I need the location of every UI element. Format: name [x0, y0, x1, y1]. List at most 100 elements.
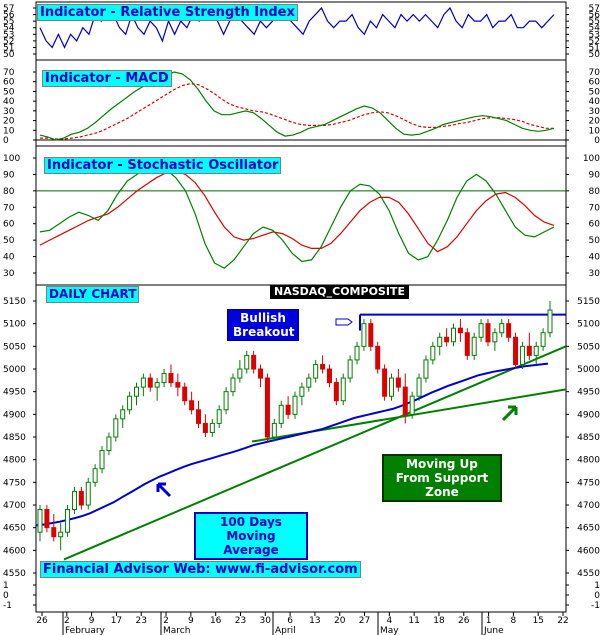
price-tick-label: 5050 [3, 342, 26, 352]
stochastic-d-line [39, 170, 555, 253]
rsi-line [39, 6, 555, 49]
annotations [156, 318, 518, 498]
candle-body [182, 386, 188, 402]
x-tick-label: 8 [511, 616, 517, 626]
candle-body [333, 382, 339, 402]
candle-body [189, 400, 195, 411]
month-label: February [65, 626, 106, 635]
macd-line [39, 71, 555, 141]
macd-tick-label: 50 [3, 87, 15, 97]
rsi-tick-label: 51 [3, 43, 14, 53]
stoch-tick-label: 30 [589, 269, 601, 279]
price-tick-label: 4600 [577, 546, 600, 556]
stoch-tick-label: 80 [589, 187, 601, 197]
x-tick-label: 11 [408, 616, 419, 626]
candle-body [547, 309, 553, 334]
candle-body [92, 468, 98, 483]
macd-tick-label: 40 [589, 97, 601, 107]
price-panel [35, 301, 567, 561]
rsi-tick-label: 52 [3, 37, 14, 47]
month-label: June [483, 626, 504, 635]
macd-title: Indicator - MACD [42, 70, 172, 87]
candle-body [154, 382, 160, 388]
candle-body [258, 368, 264, 379]
candle-body [340, 377, 346, 402]
price-tick-label: 5000 [3, 365, 26, 375]
stoch-tick-label: 60 [589, 220, 601, 230]
x-tick-label: 26 [36, 616, 48, 626]
candle-body [526, 345, 532, 356]
stochastic-title: Indicator - Stochastic Oscillator [44, 157, 282, 174]
blue-arrow-icon [156, 482, 172, 498]
price-tick-label: 4850 [577, 433, 600, 443]
stoch-tick-label: 60 [3, 220, 15, 230]
x-tick-label: 20 [334, 616, 346, 626]
candle-body [71, 490, 77, 511]
x-tick-label: 2 [64, 616, 70, 626]
candle-body [388, 377, 394, 397]
x-tick-label: 23 [235, 616, 246, 626]
candle-body [354, 345, 360, 361]
candle-body [416, 377, 422, 397]
macd-tick-label: 10 [3, 126, 15, 136]
macd-tick-label: 50 [589, 87, 601, 97]
candle-body [65, 509, 71, 533]
price-tick-label: 4550 [3, 569, 26, 579]
macd-tick-label: 70 [589, 68, 601, 78]
candle-body [320, 363, 326, 370]
stoch-tick-label: 50 [3, 236, 15, 246]
price-tick-label: 4850 [3, 433, 26, 443]
stoch-tick-label: 100 [583, 154, 600, 164]
candle-body [230, 377, 236, 393]
price-tick-label: 1 [594, 581, 600, 591]
candle-body [382, 368, 388, 397]
candle-body [168, 373, 174, 384]
candle-body [44, 509, 50, 529]
stochastic-k-line [39, 165, 555, 269]
candle-body [395, 377, 401, 388]
moving-average-line [35, 362, 549, 527]
price-tick-label: 4750 [577, 478, 600, 488]
x-tick-label: 23 [136, 616, 147, 626]
candle-body [147, 377, 153, 388]
stoch-tick-label: 100 [3, 154, 20, 164]
month-label: April [275, 626, 296, 635]
candle-body [51, 527, 57, 538]
x-tick-label: 2 [163, 616, 169, 626]
macd-tick-label: 30 [589, 107, 601, 117]
x-tick-label: 13 [309, 616, 320, 626]
candle-body [251, 354, 257, 370]
support-zone-label: Moving Up From Support Zone [382, 454, 502, 502]
candle-body [202, 422, 208, 433]
price-tick-label: 5150 [577, 297, 600, 307]
macd-tick-label: 40 [3, 97, 15, 107]
pointing-hand-icon [335, 318, 353, 326]
price-tick-label: 0 [594, 591, 600, 601]
symbol-label: NASDAQ_COMPOSITE [270, 285, 409, 299]
candle-body [306, 377, 312, 388]
candle-body [492, 332, 498, 343]
rsi-panel [39, 6, 555, 49]
support-trendline [63, 345, 567, 561]
macd-tick-label: 60 [589, 78, 601, 88]
moving-average-label: 100 Days Moving Average [194, 512, 308, 560]
x-tick-label: 16 [210, 616, 222, 626]
macd-tick-label: 70 [3, 68, 15, 78]
candle-body [464, 332, 470, 356]
candle-body [264, 377, 270, 438]
candle-body [471, 336, 477, 356]
candle-body [106, 436, 112, 452]
macd-signal-line [40, 83, 554, 140]
daily-chart-label: DAILY CHART [46, 286, 140, 303]
candle-body [113, 418, 119, 438]
candle-body [519, 345, 525, 365]
candle-body [216, 409, 222, 424]
candle-body [78, 490, 84, 506]
price-tick-label: 4900 [3, 410, 26, 420]
month-label: March [163, 626, 190, 635]
rsi-tick-label: 54 [3, 24, 15, 34]
x-tick-label: 9 [188, 616, 194, 626]
price-tick-label: 4650 [3, 524, 26, 534]
green-arrow-icon [501, 405, 518, 422]
